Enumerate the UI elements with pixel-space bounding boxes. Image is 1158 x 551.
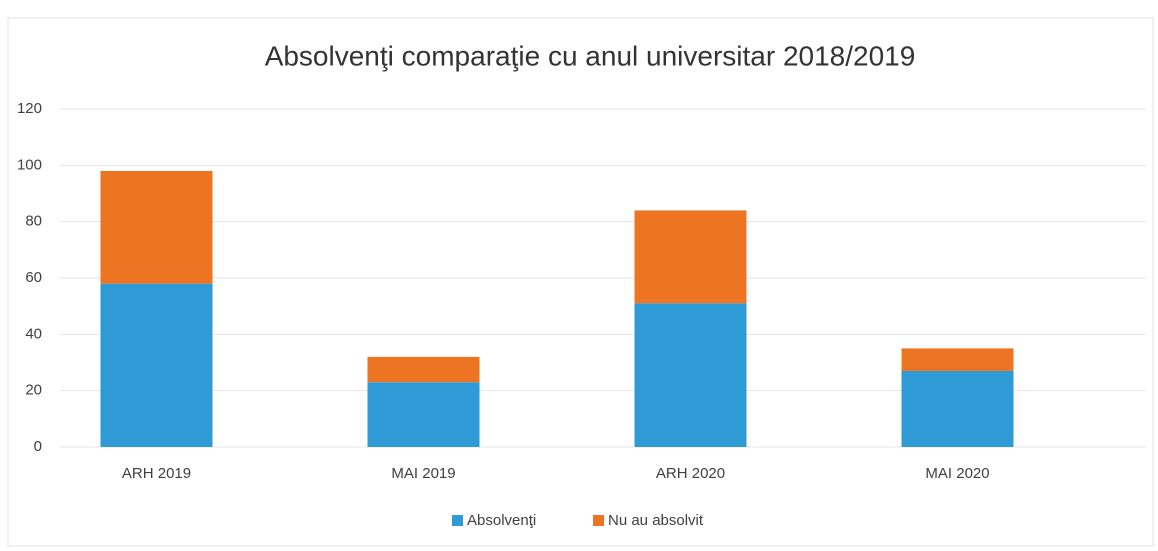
bar-segment: [100, 170, 213, 284]
legend-swatch: [593, 515, 604, 526]
y-tick-label: 60: [25, 269, 42, 286]
bar-segment: [901, 348, 1014, 371]
legend-label: Nu au absolvit: [608, 512, 704, 529]
y-tick-label: 0: [34, 438, 42, 455]
x-tick-label: MAI 2019: [391, 465, 455, 482]
y-tick-label: 20: [25, 382, 42, 399]
bar-segment: [367, 382, 480, 447]
y-tick-label: 80: [25, 213, 42, 230]
bar-segment: [901, 370, 1014, 447]
bar-segment: [100, 283, 213, 447]
bar-segment: [634, 210, 747, 304]
y-tick-label: 40: [25, 325, 42, 342]
legend-swatch: [452, 515, 463, 526]
chart-title: Absolvenţi comparaţie cu anul universita…: [265, 40, 916, 71]
y-tick-label: 100: [17, 156, 42, 173]
y-tick-label: 120: [17, 100, 42, 117]
x-tick-label: ARH 2019: [122, 465, 191, 482]
legend-label: Absolvenţi: [467, 512, 536, 529]
bar-segment: [634, 303, 747, 447]
x-tick-label: MAI 2020: [925, 465, 989, 482]
x-tick-label: ARH 2020: [656, 465, 725, 482]
bar-segment: [367, 356, 480, 383]
